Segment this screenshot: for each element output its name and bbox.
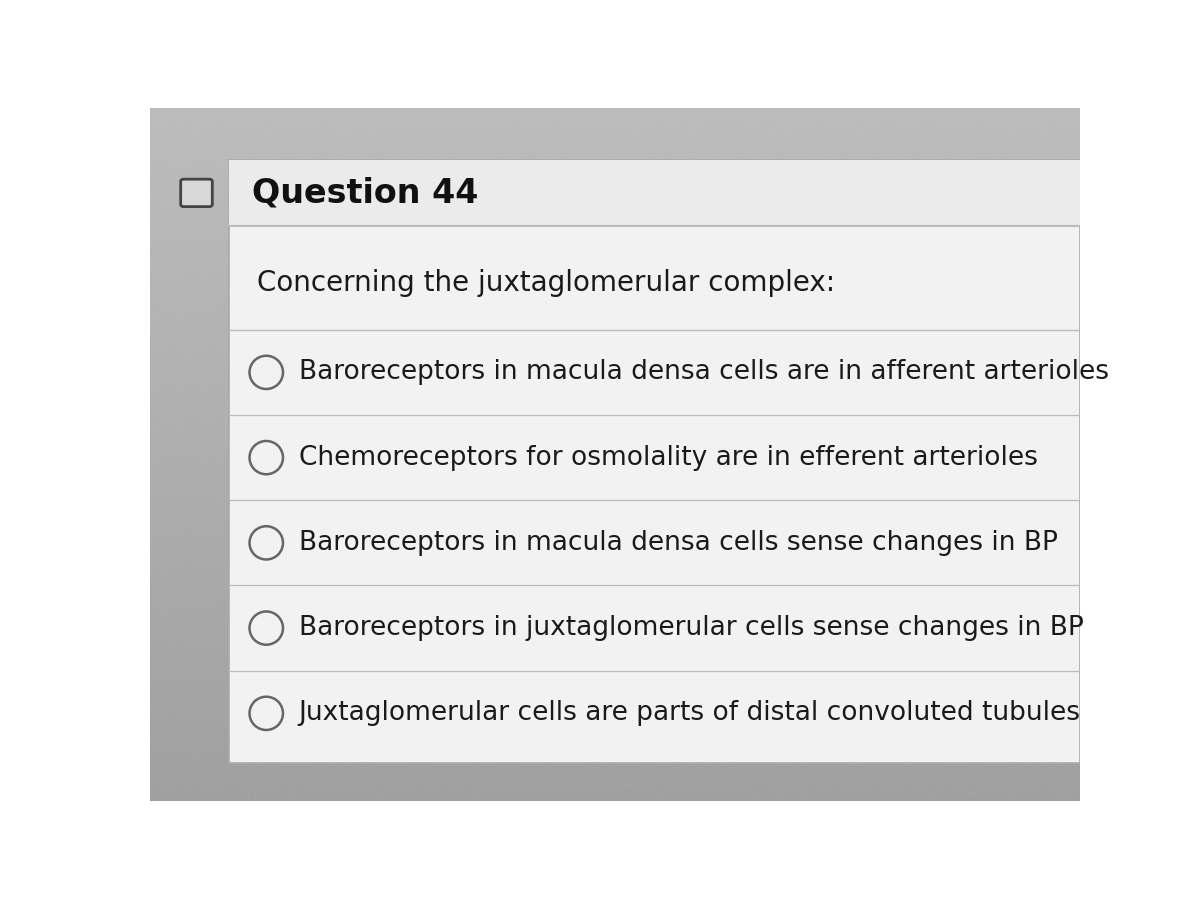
FancyBboxPatch shape	[229, 160, 1080, 763]
FancyBboxPatch shape	[229, 160, 1080, 226]
FancyBboxPatch shape	[181, 179, 212, 207]
Text: Chemoreceptors for osmolality are in efferent arterioles: Chemoreceptors for osmolality are in eff…	[299, 445, 1038, 471]
Text: Baroreceptors in juxtaglomerular cells sense changes in BP: Baroreceptors in juxtaglomerular cells s…	[299, 615, 1084, 641]
Text: Concerning the juxtaglomerular complex:: Concerning the juxtaglomerular complex:	[257, 269, 835, 297]
Text: Baroreceptors in macula densa cells are in afferent arterioles: Baroreceptors in macula densa cells are …	[299, 359, 1109, 385]
Text: Baroreceptors in macula densa cells sense changes in BP: Baroreceptors in macula densa cells sens…	[299, 530, 1057, 556]
Text: Juxtaglomerular cells are parts of distal convoluted tubules: Juxtaglomerular cells are parts of dista…	[299, 700, 1081, 726]
Text: Question 44: Question 44	[252, 176, 479, 210]
